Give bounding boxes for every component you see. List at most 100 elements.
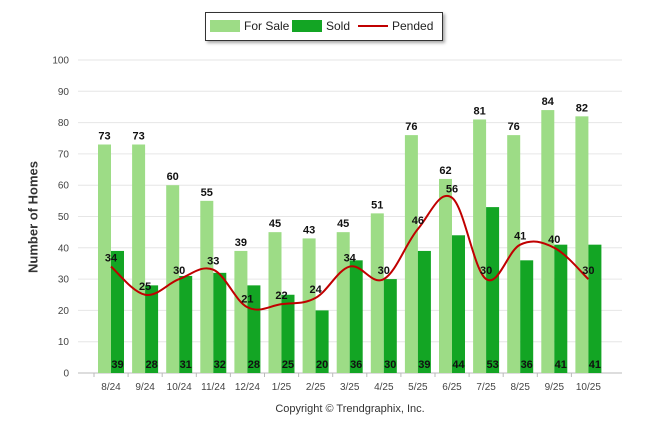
x-tick-label: 1/25 xyxy=(272,382,292,393)
bar-sold[interactable] xyxy=(349,260,363,373)
bar-sold[interactable] xyxy=(213,272,227,373)
bar-sold[interactable] xyxy=(486,207,500,373)
bar-for-sale[interactable] xyxy=(404,135,418,373)
for-sale-value-label: 73 xyxy=(132,131,144,143)
sold-value-label: 36 xyxy=(521,359,533,371)
sold-value-label: 20 xyxy=(316,359,328,371)
sold-value-label: 44 xyxy=(452,359,465,371)
x-tick-label: 10/25 xyxy=(576,382,601,393)
for-sale-value-label: 43 xyxy=(303,224,315,236)
pended-value-label: 24 xyxy=(309,284,322,296)
pended-value-label: 30 xyxy=(582,265,594,277)
x-tick-label: 2/25 xyxy=(306,382,326,393)
bar-for-sale[interactable] xyxy=(98,144,111,373)
sold-value-label: 31 xyxy=(180,359,192,371)
y-tick-label: 100 xyxy=(52,56,69,67)
sold-value-label: 32 xyxy=(214,359,226,371)
bar-sold[interactable] xyxy=(452,235,465,373)
for-sale-value-label: 45 xyxy=(337,218,349,230)
legend-label: Pended xyxy=(392,19,434,33)
bar-sold[interactable] xyxy=(315,310,329,373)
x-tick-label: 8/25 xyxy=(510,382,530,393)
for-sale-value-label: 60 xyxy=(167,171,179,183)
for-sale-value-label: 73 xyxy=(98,131,110,143)
y-tick-label: 20 xyxy=(58,306,70,317)
bar-sold[interactable] xyxy=(247,285,261,373)
bar-for-sale[interactable] xyxy=(132,144,146,373)
bar-sold[interactable] xyxy=(281,294,295,373)
x-tick-label: 9/24 xyxy=(135,382,155,393)
bar-for-sale[interactable] xyxy=(268,232,282,373)
y-tick-label: 70 xyxy=(58,149,70,160)
sold-value-label: 25 xyxy=(282,359,294,371)
y-tick-label: 90 xyxy=(58,87,70,98)
sold-value-label: 36 xyxy=(350,359,362,371)
pended-series-line[interactable] xyxy=(110,194,590,311)
y-tick-label: 40 xyxy=(58,243,70,254)
x-tick-label: 8/24 xyxy=(101,382,121,393)
copyright: Copyright © Trendgraphix, Inc. xyxy=(275,403,425,415)
pended-value-label: 33 xyxy=(207,256,219,268)
pended-value-label: 30 xyxy=(378,265,390,277)
bar-for-sale[interactable] xyxy=(507,135,521,373)
pended-value-label: 34 xyxy=(105,253,118,265)
pended-value-label: 30 xyxy=(173,265,185,277)
sold-value-label: 41 xyxy=(555,359,567,371)
y-tick-label: 50 xyxy=(58,212,70,223)
y-axis-ticks: 0 10 20 30 40 50 60 70 80 90 100 xyxy=(52,56,69,380)
y-tick-label: 10 xyxy=(58,337,70,348)
bar-for-sale[interactable] xyxy=(166,185,180,373)
x-tick-label: 3/25 xyxy=(340,382,360,393)
for-sale-value-label: 76 xyxy=(405,121,417,133)
for-sale-value-label: 81 xyxy=(473,105,485,117)
bar-for-sale[interactable] xyxy=(302,238,316,373)
bar-sold[interactable] xyxy=(554,244,568,373)
bar-for-sale[interactable] xyxy=(575,116,589,373)
y-tick-label: 80 xyxy=(58,118,70,129)
bar-sold[interactable] xyxy=(417,250,431,373)
bar-sold[interactable] xyxy=(179,275,193,373)
for-sale-value-label: 45 xyxy=(269,218,281,230)
bar-for-sale[interactable] xyxy=(473,119,487,373)
x-tick-label: 10/24 xyxy=(167,382,192,393)
bar-sold[interactable] xyxy=(383,279,397,373)
sold-value-label: 28 xyxy=(145,359,157,371)
for-sale-value-label: 62 xyxy=(439,165,451,177)
bar-for-sale[interactable] xyxy=(370,213,384,373)
x-tick-label: 12/24 xyxy=(235,382,260,393)
pended-line xyxy=(110,194,590,311)
for-sale-value-label: 76 xyxy=(508,121,520,133)
bars xyxy=(98,110,602,373)
y-tick-label: 60 xyxy=(58,181,70,192)
y-tick-label: 30 xyxy=(58,275,70,286)
x-tick-label: 4/25 xyxy=(374,382,394,393)
pended-value-label: 46 xyxy=(412,215,424,227)
legend-label: For Sale xyxy=(244,19,290,33)
bar-for-sale[interactable] xyxy=(234,250,248,373)
bar-for-sale[interactable] xyxy=(200,200,214,373)
for-sale-value-label: 82 xyxy=(576,102,588,114)
x-axis-ticks: 8/24 9/24 10/24 11/24 12/24 1/25 2/25 3/25 4/25 5… xyxy=(93,373,601,393)
sold-value-label: 41 xyxy=(589,359,601,371)
pended-value-label: 56 xyxy=(446,184,458,196)
bar-sold[interactable] xyxy=(520,260,534,373)
legend-label: Sold xyxy=(326,19,351,33)
sold-value-label: 39 xyxy=(418,359,430,371)
bar-for-sale[interactable] xyxy=(439,178,452,373)
pended-value-label: 34 xyxy=(344,253,357,265)
sold-value-label: 30 xyxy=(384,359,396,371)
x-tick-label: 7/25 xyxy=(476,382,496,393)
for-sale-value-label: 55 xyxy=(201,187,213,199)
pended-swatch xyxy=(358,25,388,27)
x-tick-label: 6/25 xyxy=(442,382,462,393)
bar-sold[interactable] xyxy=(111,250,124,373)
pended-value-label: 40 xyxy=(548,234,560,246)
bar-sold[interactable] xyxy=(145,285,159,373)
sold-value-label: 28 xyxy=(248,359,260,371)
pended-value-label: 41 xyxy=(514,231,526,243)
bar-sold[interactable] xyxy=(588,244,602,373)
pended-value-label: 22 xyxy=(275,290,287,302)
for-sale-value-label: 39 xyxy=(235,237,247,249)
bar-for-sale[interactable] xyxy=(541,110,555,373)
